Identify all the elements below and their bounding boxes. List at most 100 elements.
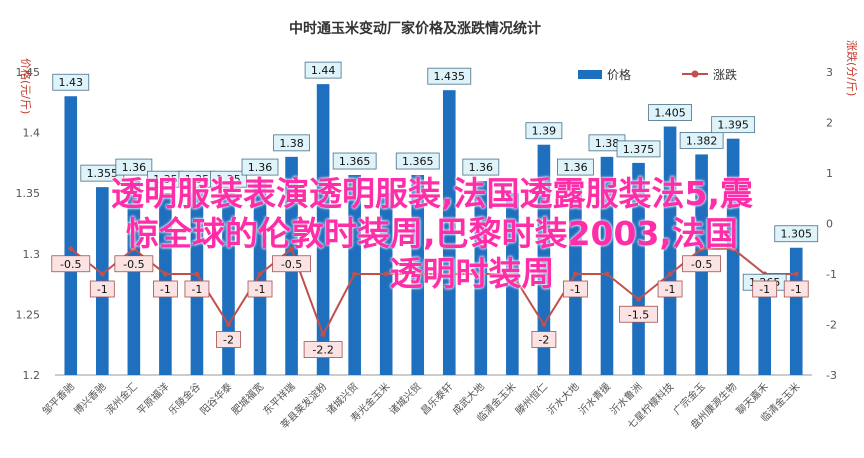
bar-data-label: 1.435 [434, 70, 466, 83]
bar [726, 138, 740, 375]
y-left-tick-label: 1.45 [16, 66, 41, 79]
bar-data-label: 1.365 [402, 155, 434, 168]
bar [600, 156, 614, 375]
bar-data-label-box [462, 158, 500, 176]
line-data-label-box [657, 280, 683, 298]
bar-data-label-box [332, 152, 377, 170]
line-data-label-box [303, 341, 343, 359]
chart-title: 中时通玉米变动厂家价格及涨跌情况统计 [289, 20, 541, 37]
line-data-label-box [272, 255, 311, 273]
line-data-label: -0.5 [691, 258, 712, 271]
line-data-label: -1 [191, 283, 202, 296]
bar-data-label: 1.355 [87, 167, 119, 180]
line-point [415, 271, 421, 277]
bar-data-label-box [115, 158, 153, 176]
x-tick-label: 沂水大地 [544, 380, 581, 417]
x-tick-label: 肥城福宽 [229, 380, 266, 417]
y-right-tick-label: -3 [826, 369, 837, 382]
line-point [225, 322, 231, 327]
x-tick-label: 滕州恒仁 [513, 380, 550, 417]
y-left-axis-label: 价格(元/斤) [19, 58, 33, 114]
line-data-label: -1 [665, 283, 676, 296]
bar-data-label: 1.305 [780, 228, 812, 241]
line-data-label-box [619, 305, 658, 323]
bar [506, 193, 519, 375]
x-tick-label: 乐陵金谷 [166, 380, 203, 417]
y-right-tick-label: 2 [826, 117, 833, 130]
line-data-label: -1 [791, 283, 802, 296]
line-data-label: -1 [255, 283, 266, 296]
bar-data-label-box [774, 225, 819, 243]
line-point [572, 271, 578, 277]
y-right-tick-label: -1 [826, 268, 837, 281]
x-tick-label: 阳谷华泰 [197, 380, 234, 417]
line-data-label-box [247, 280, 273, 298]
bar-data-label: 1.36 [469, 161, 494, 174]
y-left-tick-label: 1.2 [23, 369, 41, 382]
bar-data-label-box [679, 132, 724, 149]
legend: 价格 涨跌 [578, 67, 737, 82]
x-tick-label: 沂水青援 [576, 380, 613, 417]
bar [316, 84, 330, 376]
line-data-label-box [531, 331, 557, 348]
y-right-tick-label: 1 [826, 167, 833, 180]
line-data-label-box [216, 331, 241, 348]
line-point [289, 246, 295, 252]
line-point [68, 246, 74, 252]
bar-data-label-box [52, 73, 90, 91]
bar [663, 126, 677, 375]
line-data-label-box [783, 280, 809, 298]
bar-data-label-box [616, 140, 661, 158]
line-data-label-box [152, 280, 178, 298]
bar-data-label-box [648, 104, 692, 121]
line-data-label-box [184, 280, 210, 298]
bar-data-label: 1.375 [623, 143, 655, 156]
bar-data-label-box [304, 61, 342, 79]
legend-bar-label: 价格 [607, 67, 631, 82]
bar-data-label-box [273, 134, 310, 152]
line-point [352, 271, 358, 277]
line-data-label: -1.5 [628, 308, 649, 321]
line-data-label: -2 [538, 334, 549, 347]
y-right-tick-label: 0 [826, 218, 833, 231]
line-point [541, 322, 547, 327]
bar-data-label: 1.405 [654, 107, 686, 120]
bar [222, 193, 235, 375]
bar-data-label-box [525, 122, 563, 140]
line-point [509, 271, 515, 277]
bar [253, 181, 267, 375]
line-data-label: -2 [223, 334, 234, 347]
line-data-label-box [563, 280, 588, 298]
bar-data-label-box [395, 152, 440, 170]
line-data-label: -0.5 [123, 258, 144, 271]
legend-line-marker [691, 70, 699, 78]
x-tick-label: 平原福洋 [134, 380, 171, 417]
line-data-label-box [752, 280, 778, 298]
bar-data-label: 1.35 [153, 173, 178, 186]
bar-data-label-box [427, 67, 472, 85]
bar-data-label: 1.38 [595, 137, 620, 150]
line-point [446, 271, 452, 277]
line-point [194, 271, 200, 277]
bar [474, 181, 488, 375]
bar-data-label: 1.382 [686, 134, 718, 147]
bar-data-label: 1.35 [216, 173, 241, 186]
line-data-label: -0.5 [60, 258, 81, 271]
y-left-tick-label: 1.25 [16, 308, 41, 321]
bar-data-label: 1.38 [279, 137, 304, 150]
line-point [604, 271, 610, 277]
line-point [162, 271, 168, 277]
line-point [99, 271, 105, 277]
line-point [793, 271, 799, 277]
line-data-label-box [51, 255, 91, 273]
bar-data-label: 1.43 [59, 76, 84, 89]
bar-data-label-box [241, 158, 279, 176]
bar-data-label-box [711, 116, 756, 134]
bar [789, 247, 803, 375]
bar [758, 296, 771, 375]
x-tick-label: 滨州金汇 [102, 380, 139, 417]
y-left-tick-label: 1.4 [23, 127, 41, 140]
line-point [730, 246, 736, 252]
bar-data-label: 1.36 [563, 161, 588, 174]
